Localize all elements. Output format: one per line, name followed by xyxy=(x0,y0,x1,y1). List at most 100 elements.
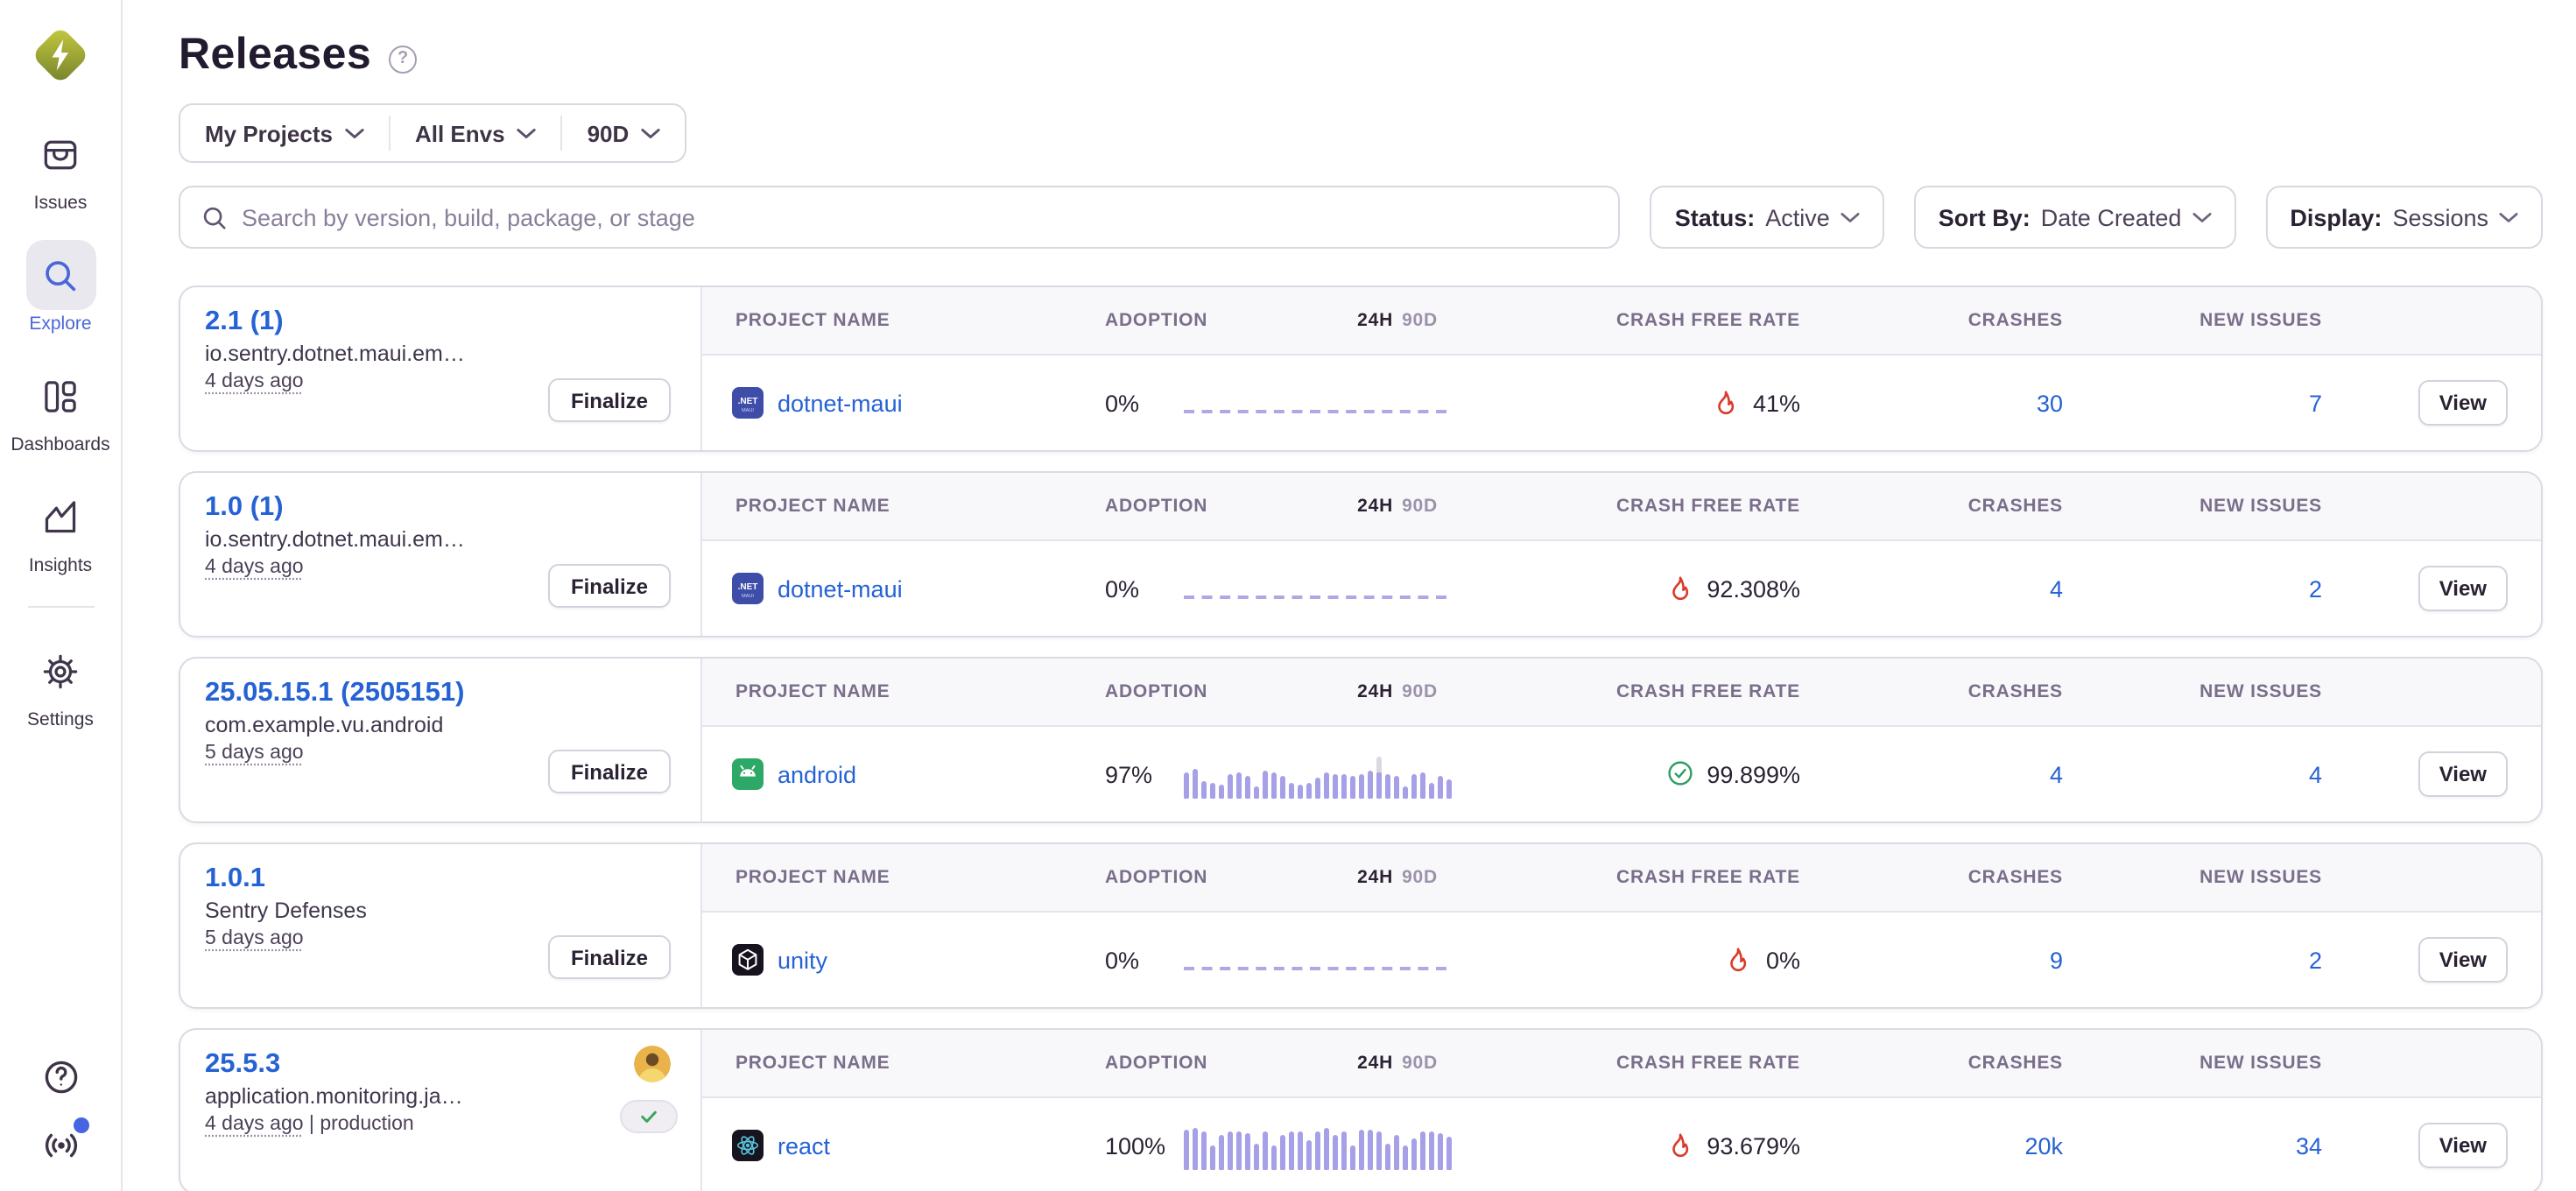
sparkline-bar xyxy=(1209,783,1216,799)
release-version-link[interactable]: 1.0 (1) xyxy=(205,492,284,522)
new-issues-count[interactable]: 34 xyxy=(2295,1132,2322,1159)
search-box[interactable] xyxy=(179,186,1621,249)
col-header-adoption: ADOPTION 24H 90D xyxy=(1105,681,1438,702)
project-row: unity 0% 0% 9 2 View xyxy=(702,913,2541,1007)
project-link[interactable]: react xyxy=(778,1132,831,1159)
finalize-button[interactable]: Finalize xyxy=(547,564,671,608)
col-header-project-name: PROJECT NAME xyxy=(735,1053,890,1074)
sidebar-item-insights[interactable]: Insights xyxy=(25,482,95,576)
release-created-ago[interactable]: 5 days ago xyxy=(205,928,304,950)
sparkline-bar xyxy=(1323,1128,1329,1170)
range-24h-toggle[interactable]: 24H xyxy=(1357,496,1394,517)
crashes-count[interactable]: 9 xyxy=(2049,947,2063,973)
crashes-count[interactable]: 30 xyxy=(2036,390,2063,416)
sparkline-bar xyxy=(1184,772,1190,799)
release-package: io.sentry.dotnet.maui.em… xyxy=(205,527,465,553)
range-90d-toggle[interactable]: 90D xyxy=(1402,867,1438,888)
sidebar-item-issues[interactable]: Issues xyxy=(25,119,95,214)
project-link[interactable]: android xyxy=(778,761,857,787)
finalize-button[interactable]: Finalize xyxy=(547,378,671,422)
broadcast-icon[interactable] xyxy=(39,1117,88,1166)
chevron-down-icon xyxy=(2499,212,2518,222)
view-button[interactable]: View xyxy=(2418,566,2508,611)
new-issues-count[interactable]: 2 xyxy=(2308,947,2322,973)
notification-dot xyxy=(73,1117,88,1133)
project-link[interactable]: dotnet-maui xyxy=(778,390,903,416)
status-dropdown[interactable]: Status: Active xyxy=(1650,186,1884,249)
new-issues-count[interactable]: 7 xyxy=(2308,390,2322,416)
project-link[interactable]: dotnet-maui xyxy=(778,575,903,602)
sessions-sparkline-chart[interactable] xyxy=(1184,935,1459,984)
new-issues-count[interactable]: 2 xyxy=(2308,575,2322,602)
release-info-panel: 1.0.1 Sentry Defenses 5 days ago Finaliz… xyxy=(180,844,702,1007)
finalized-check-pill xyxy=(620,1100,678,1133)
date-range-filter[interactable]: 90D xyxy=(563,105,686,161)
display-dropdown[interactable]: Display: Sessions xyxy=(2265,186,2543,249)
sessions-sparkline-chart[interactable] xyxy=(1184,378,1459,427)
sentry-logo[interactable] xyxy=(28,23,93,88)
question-circle-icon[interactable]: ? xyxy=(389,45,418,73)
range-90d-toggle[interactable]: 90D xyxy=(1402,1053,1438,1074)
sparkline-bar xyxy=(1270,1145,1277,1170)
help-icon[interactable] xyxy=(39,1056,81,1098)
release-package: io.sentry.dotnet.maui.em… xyxy=(205,342,465,367)
release-created-ago[interactable]: 4 days ago xyxy=(205,371,304,393)
view-button[interactable]: View xyxy=(2418,1123,2508,1168)
range-24h-toggle[interactable]: 24H xyxy=(1357,310,1394,331)
finalize-button[interactable]: Finalize xyxy=(547,750,671,793)
release-date-line: 4 days ago xyxy=(205,558,676,579)
col-header-project-name: PROJECT NAME xyxy=(735,867,890,888)
environments-filter[interactable]: All Envs xyxy=(391,105,561,161)
sessions-sparkline-chart[interactable] xyxy=(1184,750,1459,799)
range-24h-toggle[interactable]: 24H xyxy=(1357,681,1394,702)
finalize-button[interactable]: Finalize xyxy=(547,935,671,979)
range-24h-toggle[interactable]: 24H xyxy=(1357,1053,1394,1074)
adoption-value: 97% xyxy=(1105,761,1153,787)
new-issues-count[interactable]: 4 xyxy=(2308,761,2322,787)
col-header-crash-free-rate: CRASH FREE RATE xyxy=(1616,310,1800,331)
range-24h-toggle[interactable]: 24H xyxy=(1357,867,1394,888)
crashes-count[interactable]: 20k xyxy=(2024,1132,2063,1159)
search-input[interactable] xyxy=(242,204,1598,230)
release-version-link[interactable]: 2.1 (1) xyxy=(205,307,284,336)
view-button[interactable]: View xyxy=(2418,380,2508,426)
release-created-ago[interactable]: 4 days ago xyxy=(205,557,304,579)
sidebar-item-dashboards[interactable]: Dashboards xyxy=(11,361,110,455)
release-version-link[interactable]: 25.5.3 xyxy=(205,1049,281,1079)
sidebar-item-label: Dashboards xyxy=(11,434,110,455)
range-90d-toggle[interactable]: 90D xyxy=(1402,681,1438,702)
crashes-count[interactable]: 4 xyxy=(2049,575,2063,602)
sessions-sparkline-chart[interactable] xyxy=(1184,1121,1459,1170)
sparkline-bar xyxy=(1446,1137,1452,1170)
projects-filter[interactable]: My Projects xyxy=(180,105,389,161)
chart-range-toggle: 24H 90D xyxy=(1357,310,1438,331)
view-button[interactable]: View xyxy=(2418,751,2508,797)
release-project-table: PROJECT NAME ADOPTION 24H 90D CRASH FREE … xyxy=(702,287,2541,450)
project-link[interactable]: unity xyxy=(778,947,828,973)
sessions-sparkline-chart[interactable] xyxy=(1184,564,1459,613)
adoption-cell: 0% xyxy=(1105,378,1459,427)
project-row: android 97% 99.899% 4 4 View xyxy=(702,727,2541,821)
range-90d-toggle[interactable]: 90D xyxy=(1402,496,1438,517)
release-version-link[interactable]: 1.0.1 xyxy=(205,863,265,893)
crashes-count[interactable]: 4 xyxy=(2049,761,2063,787)
sparkline-bar xyxy=(1358,1130,1364,1170)
adoption-value: 0% xyxy=(1105,390,1140,416)
col-header-crash-free-rate: CRASH FREE RATE xyxy=(1616,867,1800,888)
sort-by-dropdown[interactable]: Sort By: Date Created xyxy=(1913,186,2236,249)
crash-free-rate-value: 93.679% xyxy=(1707,1132,1800,1159)
crash-free-status-icon xyxy=(1666,760,1693,788)
release-date-line: 5 days ago xyxy=(205,929,676,950)
sidebar-item-settings[interactable]: Settings xyxy=(25,636,95,730)
release-created-ago[interactable]: 4 days ago xyxy=(205,1114,304,1136)
view-button[interactable]: View xyxy=(2418,937,2508,983)
sidebar-item-explore[interactable]: Explore xyxy=(25,240,95,335)
release-version-link[interactable]: 25.05.15.1 (2505151) xyxy=(205,678,465,708)
release-created-ago[interactable]: 5 days ago xyxy=(205,743,304,765)
range-90d-toggle[interactable]: 90D xyxy=(1402,310,1438,331)
sparkline-bar xyxy=(1384,774,1390,799)
sparkline-bar xyxy=(1297,1131,1303,1170)
display-dropdown-label: Display: xyxy=(2290,204,2382,230)
project-cell: react xyxy=(702,1130,1105,1161)
